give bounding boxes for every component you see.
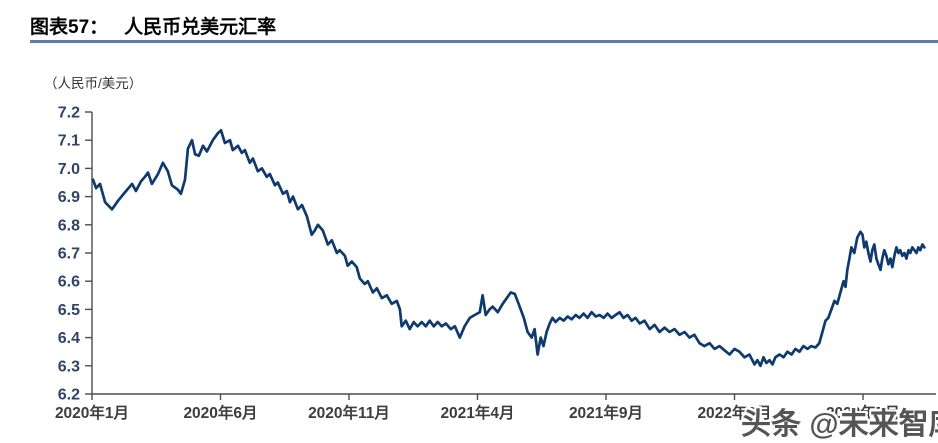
figure-number-label: 图表57： bbox=[30, 17, 109, 38]
x-axis-tick-label: 2020年6月 bbox=[183, 403, 257, 422]
x-axis-tick-label: 2021年4月 bbox=[440, 403, 514, 422]
y-axis-tick-label: 6.6 bbox=[58, 274, 80, 291]
title-underline-rule bbox=[30, 40, 938, 43]
y-axis-tick-label: 6.5 bbox=[58, 302, 80, 319]
x-axis-tick-label: 2022年7月 bbox=[826, 403, 900, 422]
y-axis-tick-label: 7.2 bbox=[58, 105, 80, 122]
y-axis-tick-label: 6.3 bbox=[58, 358, 80, 375]
y-axis-tick-label: 7.0 bbox=[58, 161, 80, 178]
figure-title: 人民币兑美元汇率 bbox=[124, 17, 277, 38]
y-axis-tick-label: 7.1 bbox=[58, 133, 80, 150]
y-axis-tick-label: 6.8 bbox=[58, 217, 80, 234]
x-axis-tick-label: 2020年1月 bbox=[55, 403, 129, 422]
exchange-rate-line bbox=[91, 128, 926, 368]
x-axis-tick-label: 2022年2月 bbox=[697, 403, 771, 422]
y-axis-tick-label: 6.7 bbox=[58, 246, 80, 263]
x-axis-tick-label: 2021年9月 bbox=[569, 403, 643, 422]
watermark: 头条 @未来智库 bbox=[741, 408, 938, 441]
x-axis-tick-label: 2020年11月 bbox=[308, 403, 390, 422]
y-axis-tick-label: 6.4 bbox=[58, 330, 80, 347]
y-axis-tick-label: 6.9 bbox=[58, 189, 80, 206]
figure-header: 图表57： 人民币兑美元汇率 bbox=[30, 12, 276, 39]
y-axis-unit-label: （人民币/美元） bbox=[44, 76, 143, 91]
y-axis-tick-label: 6.2 bbox=[58, 387, 80, 404]
